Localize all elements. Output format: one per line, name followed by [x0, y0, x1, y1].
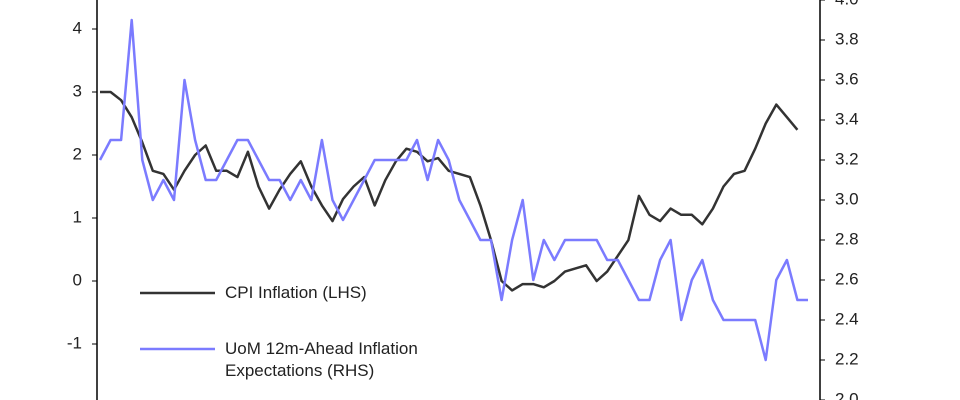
y2-tick-label: 4.0 — [835, 0, 859, 8]
y2-tick-label: 3.2 — [835, 149, 859, 168]
series-line — [100, 90, 799, 292]
y-tick-label: 3 — [73, 81, 82, 100]
y2-tick-label: 3.6 — [835, 69, 859, 88]
y2-tick-label: 3.0 — [835, 189, 859, 208]
y2-tick-label: 3.8 — [835, 29, 859, 48]
y-tick-label: 0 — [73, 270, 82, 289]
y-tick-label: -1 — [67, 333, 82, 352]
legend-label: UoM 12m-Ahead Inflation Expectations (RH… — [225, 339, 418, 380]
y2-tick-label: 2.6 — [835, 269, 859, 288]
y-tick-label: 4 — [73, 18, 82, 37]
y2-tick-label: 3.4 — [835, 109, 859, 128]
y2-tick-label: 2.0 — [835, 389, 859, 400]
legend-label: CPI Inflation (LHS) — [225, 283, 367, 302]
y2-tick-label: 2.4 — [835, 309, 859, 328]
y2-tick-label: 2.2 — [835, 349, 859, 368]
y-tick-label: 1 — [73, 207, 82, 226]
y2-tick-label: 2.8 — [835, 229, 859, 248]
series-line — [98, 18, 808, 362]
y-tick-label: 2 — [73, 144, 82, 163]
y-tick-label: -2 — [67, 396, 82, 400]
